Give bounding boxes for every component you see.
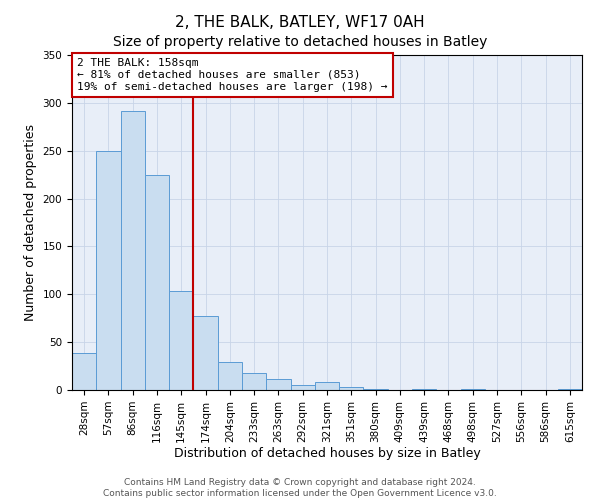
Bar	[339, 387, 364, 390]
Text: 2 THE BALK: 158sqm
← 81% of detached houses are smaller (853)
19% of semi-detach: 2 THE BALK: 158sqm ← 81% of detached hou…	[77, 58, 388, 92]
Bar	[96, 150, 121, 390]
Text: Contains HM Land Registry data © Crown copyright and database right 2024.
Contai: Contains HM Land Registry data © Crown c…	[103, 478, 497, 498]
Bar	[193, 316, 218, 390]
X-axis label: Distribution of detached houses by size in Batley: Distribution of detached houses by size …	[173, 448, 481, 460]
Bar	[72, 352, 96, 390]
Y-axis label: Number of detached properties: Number of detached properties	[24, 124, 37, 321]
Text: 2, THE BALK, BATLEY, WF17 0AH: 2, THE BALK, BATLEY, WF17 0AH	[175, 15, 425, 30]
Bar	[266, 380, 290, 390]
Text: Size of property relative to detached houses in Batley: Size of property relative to detached ho…	[113, 35, 487, 49]
Bar	[218, 362, 242, 390]
Bar	[121, 112, 145, 390]
Bar	[461, 389, 485, 390]
Bar	[290, 385, 315, 390]
Bar	[364, 389, 388, 390]
Bar	[558, 389, 582, 390]
Bar	[315, 382, 339, 390]
Bar	[169, 292, 193, 390]
Bar	[145, 174, 169, 390]
Bar	[242, 373, 266, 390]
Bar	[412, 389, 436, 390]
